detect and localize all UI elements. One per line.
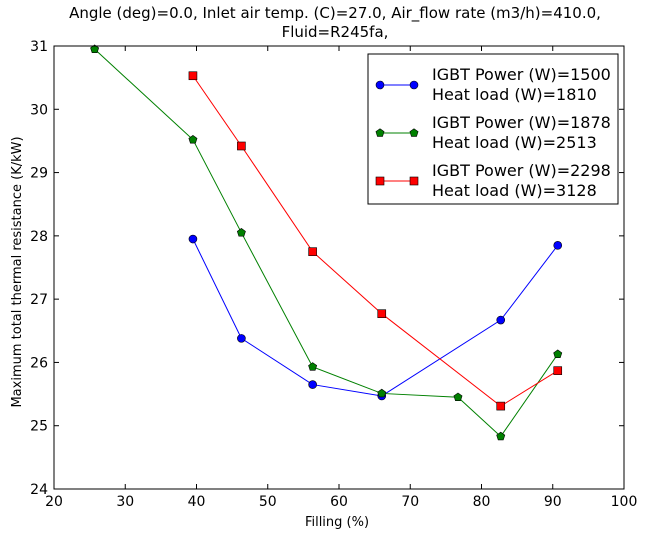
chart-title-line-1: Angle (deg)=0.0, Inlet air temp. (C)=27.…: [69, 4, 601, 23]
legend-label-3-line-2: Heat load (W)=3128: [432, 181, 597, 200]
series-3-point: [553, 366, 563, 375]
y-tick-label: 25: [30, 419, 48, 435]
y-tick-label: 24: [30, 482, 48, 498]
series-2-point: [496, 431, 506, 441]
x-tick-label: 100: [611, 494, 638, 510]
x-tick-label: 20: [45, 494, 63, 510]
legend-marker-2: [409, 128, 419, 137]
x-tick-label: 70: [401, 494, 419, 510]
y-tick-label: 27: [30, 292, 48, 308]
series-1-point: [188, 234, 198, 244]
series-2-point: [377, 388, 387, 398]
series-2-point: [553, 349, 563, 358]
legend-box: [367, 53, 619, 205]
x-tick-label: 90: [544, 494, 562, 510]
legend-label-2-line-2: Heat load (W)=2513: [432, 133, 597, 152]
chart-title-line-2: Fluid=R245fa,: [282, 23, 389, 41]
series-3-point: [308, 247, 317, 256]
series-1-point: [308, 380, 317, 389]
legend-label-1-line-2: Heat load (W)=1810: [432, 85, 597, 104]
series-1-point: [237, 334, 246, 343]
legend-marker-1: [409, 80, 419, 90]
series-2-point: [188, 134, 198, 144]
series-2-point: [308, 362, 318, 371]
legend-marker-3: [375, 176, 385, 186]
x-tick-label: 30: [116, 494, 134, 510]
legend-label-2-line-1: IGBT Power (W)=1878: [432, 113, 611, 132]
y-tick-label: 31: [30, 39, 48, 55]
legend-marker-2: [375, 128, 385, 137]
series-3: [188, 71, 563, 411]
series-2-point: [453, 392, 463, 402]
series-1-line: [192, 238, 559, 397]
series-3-point: [496, 401, 506, 411]
series-3-line: [192, 75, 559, 407]
series-3-point: [237, 141, 246, 151]
legend-label-3-line-1: IGBT Power (W)=2298: [432, 161, 611, 180]
series-1-point: [553, 241, 563, 250]
series-2-point: [90, 44, 100, 53]
y-tick-label: 28: [30, 229, 48, 245]
y-tick-label: 26: [30, 355, 48, 371]
y-axis-label: Maximum total thermal resistance (K/kW): [10, 136, 25, 407]
series-3-point: [377, 309, 387, 318]
legend-label-1-line-1: IGBT Power (W)=1500: [432, 65, 611, 84]
series-2-line: [94, 48, 559, 438]
legend-marker-3: [409, 176, 419, 186]
y-tick-label: 30: [30, 102, 48, 118]
series-1-point: [496, 315, 506, 325]
x-tick-label: 50: [259, 494, 277, 510]
series-2-point: [236, 228, 246, 237]
x-tick-label: 60: [330, 494, 348, 510]
series-2: [90, 44, 563, 441]
legend-marker-1: [375, 80, 385, 90]
series-3-point: [188, 71, 198, 81]
y-tick-label: 29: [30, 166, 48, 182]
x-tick-label: 40: [188, 494, 206, 510]
x-tick-label: 80: [473, 494, 491, 510]
x-axis-label: Filling (%): [305, 515, 369, 530]
